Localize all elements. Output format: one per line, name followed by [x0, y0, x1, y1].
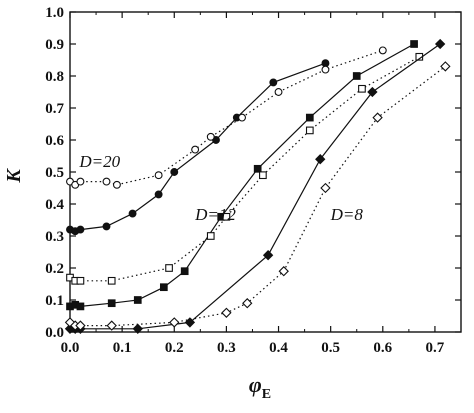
data-point-circle [170, 168, 179, 176]
series-line [69, 56, 420, 282]
data-point-square [352, 72, 361, 80]
y-tick-label: 0.9 [45, 37, 64, 53]
data-point-circle [321, 65, 330, 74]
data-point-circle [112, 180, 121, 189]
data-point-square [165, 264, 173, 272]
y-tick-label: 0.3 [45, 229, 64, 245]
series-d8-filled [64, 38, 446, 334]
data-point-square [410, 40, 418, 48]
data-point-circle [274, 88, 283, 96]
data-point-circle [378, 46, 387, 55]
data-point-square [107, 276, 116, 285]
data-point-diamond [75, 320, 86, 331]
y-axis-label: K [3, 168, 25, 184]
series-d8-open [64, 61, 451, 331]
x-tick-label: 0.0 [61, 340, 80, 356]
data-point-circle [269, 78, 278, 87]
data-point-circle [102, 222, 111, 231]
y-tick-label: 0.8 [45, 69, 64, 85]
y-tick-label: 0.2 [45, 261, 64, 277]
x-tick-label: 0.2 [165, 340, 184, 356]
x-tick-label: 0.3 [217, 340, 236, 356]
data-point-square [107, 299, 116, 308]
data-point-square [259, 171, 267, 180]
data-point-diamond [440, 61, 451, 72]
data-point-square [159, 283, 168, 292]
annotation-label: D=12 [194, 205, 236, 224]
data-point-diamond [315, 154, 326, 165]
data-point-circle [238, 113, 246, 122]
data-point-square [180, 267, 189, 276]
data-point-square [133, 296, 142, 304]
y-tick-label: 0.5 [45, 165, 64, 181]
x-axis-label-subscript: E [262, 387, 271, 402]
y-tick-label: 1.0 [45, 5, 64, 21]
series-line [70, 43, 441, 330]
data-point-diamond [434, 38, 446, 50]
data-point-diamond [132, 323, 143, 334]
data-point-diamond [242, 298, 253, 309]
data-point-square [76, 302, 85, 311]
x-tick-label: 0.5 [321, 340, 340, 356]
x-axis-label-main: φ [249, 372, 262, 397]
data-point-circle [76, 225, 85, 234]
y-tick-label: 0.7 [45, 101, 64, 117]
series-d12-filled [66, 40, 418, 311]
annotation-label: D=20 [78, 152, 120, 171]
y-tick-label: 0.1 [45, 293, 64, 309]
annotation-layer: D=20 D=12 D=8 [78, 152, 363, 224]
data-point-circle [102, 177, 111, 186]
data-point-square [206, 232, 215, 240]
x-axis-label: φE [249, 372, 271, 402]
series-line [69, 65, 446, 327]
data-point-circle [206, 132, 215, 141]
x-tick-label: 0.1 [113, 340, 132, 356]
data-point-diamond [169, 317, 180, 328]
data-point-circle [191, 145, 200, 154]
x-tick-label: 0.4 [269, 340, 288, 356]
data-point-square [358, 84, 366, 93]
data-point-circle [154, 190, 163, 199]
data-point-diamond [221, 307, 232, 318]
series-d20-filled [66, 59, 330, 236]
data-point-square [76, 276, 85, 285]
y-tick-label: 0.4 [45, 197, 64, 213]
data-point-diamond [106, 320, 117, 331]
data-point-diamond [320, 182, 331, 194]
data-point-circle [76, 177, 85, 186]
data-point-circle [321, 59, 330, 68]
y-tick-label: 0.0 [45, 325, 64, 341]
y-tick-label: 0.6 [45, 133, 64, 149]
axis-ticks: 0.0 0.1 0.2 0.3 0.4 0.5 0.6 0.7 0.0 0.1 0.2 0.3 0.4 0… [45, 5, 461, 356]
x-tick-label: 0.6 [373, 340, 392, 356]
data-point-square [222, 212, 231, 221]
series-d20-open [66, 46, 387, 189]
data-point-diamond [278, 266, 289, 277]
data-point-circle [154, 171, 163, 180]
data-point-diamond [262, 250, 274, 261]
data-point-diamond [372, 112, 383, 123]
data-point-diamond [367, 86, 378, 98]
data-point-diamond [184, 317, 196, 328]
series-line [69, 43, 415, 308]
series-d12-open [66, 52, 424, 285]
x-tick-label: 0.7 [426, 340, 445, 356]
data-point-circle [128, 209, 137, 218]
data-point-square [305, 113, 314, 122]
data-point-square [305, 126, 314, 135]
data-point-square [253, 164, 262, 173]
series-layer [64, 38, 451, 334]
annotation-label: D=8 [330, 205, 364, 224]
